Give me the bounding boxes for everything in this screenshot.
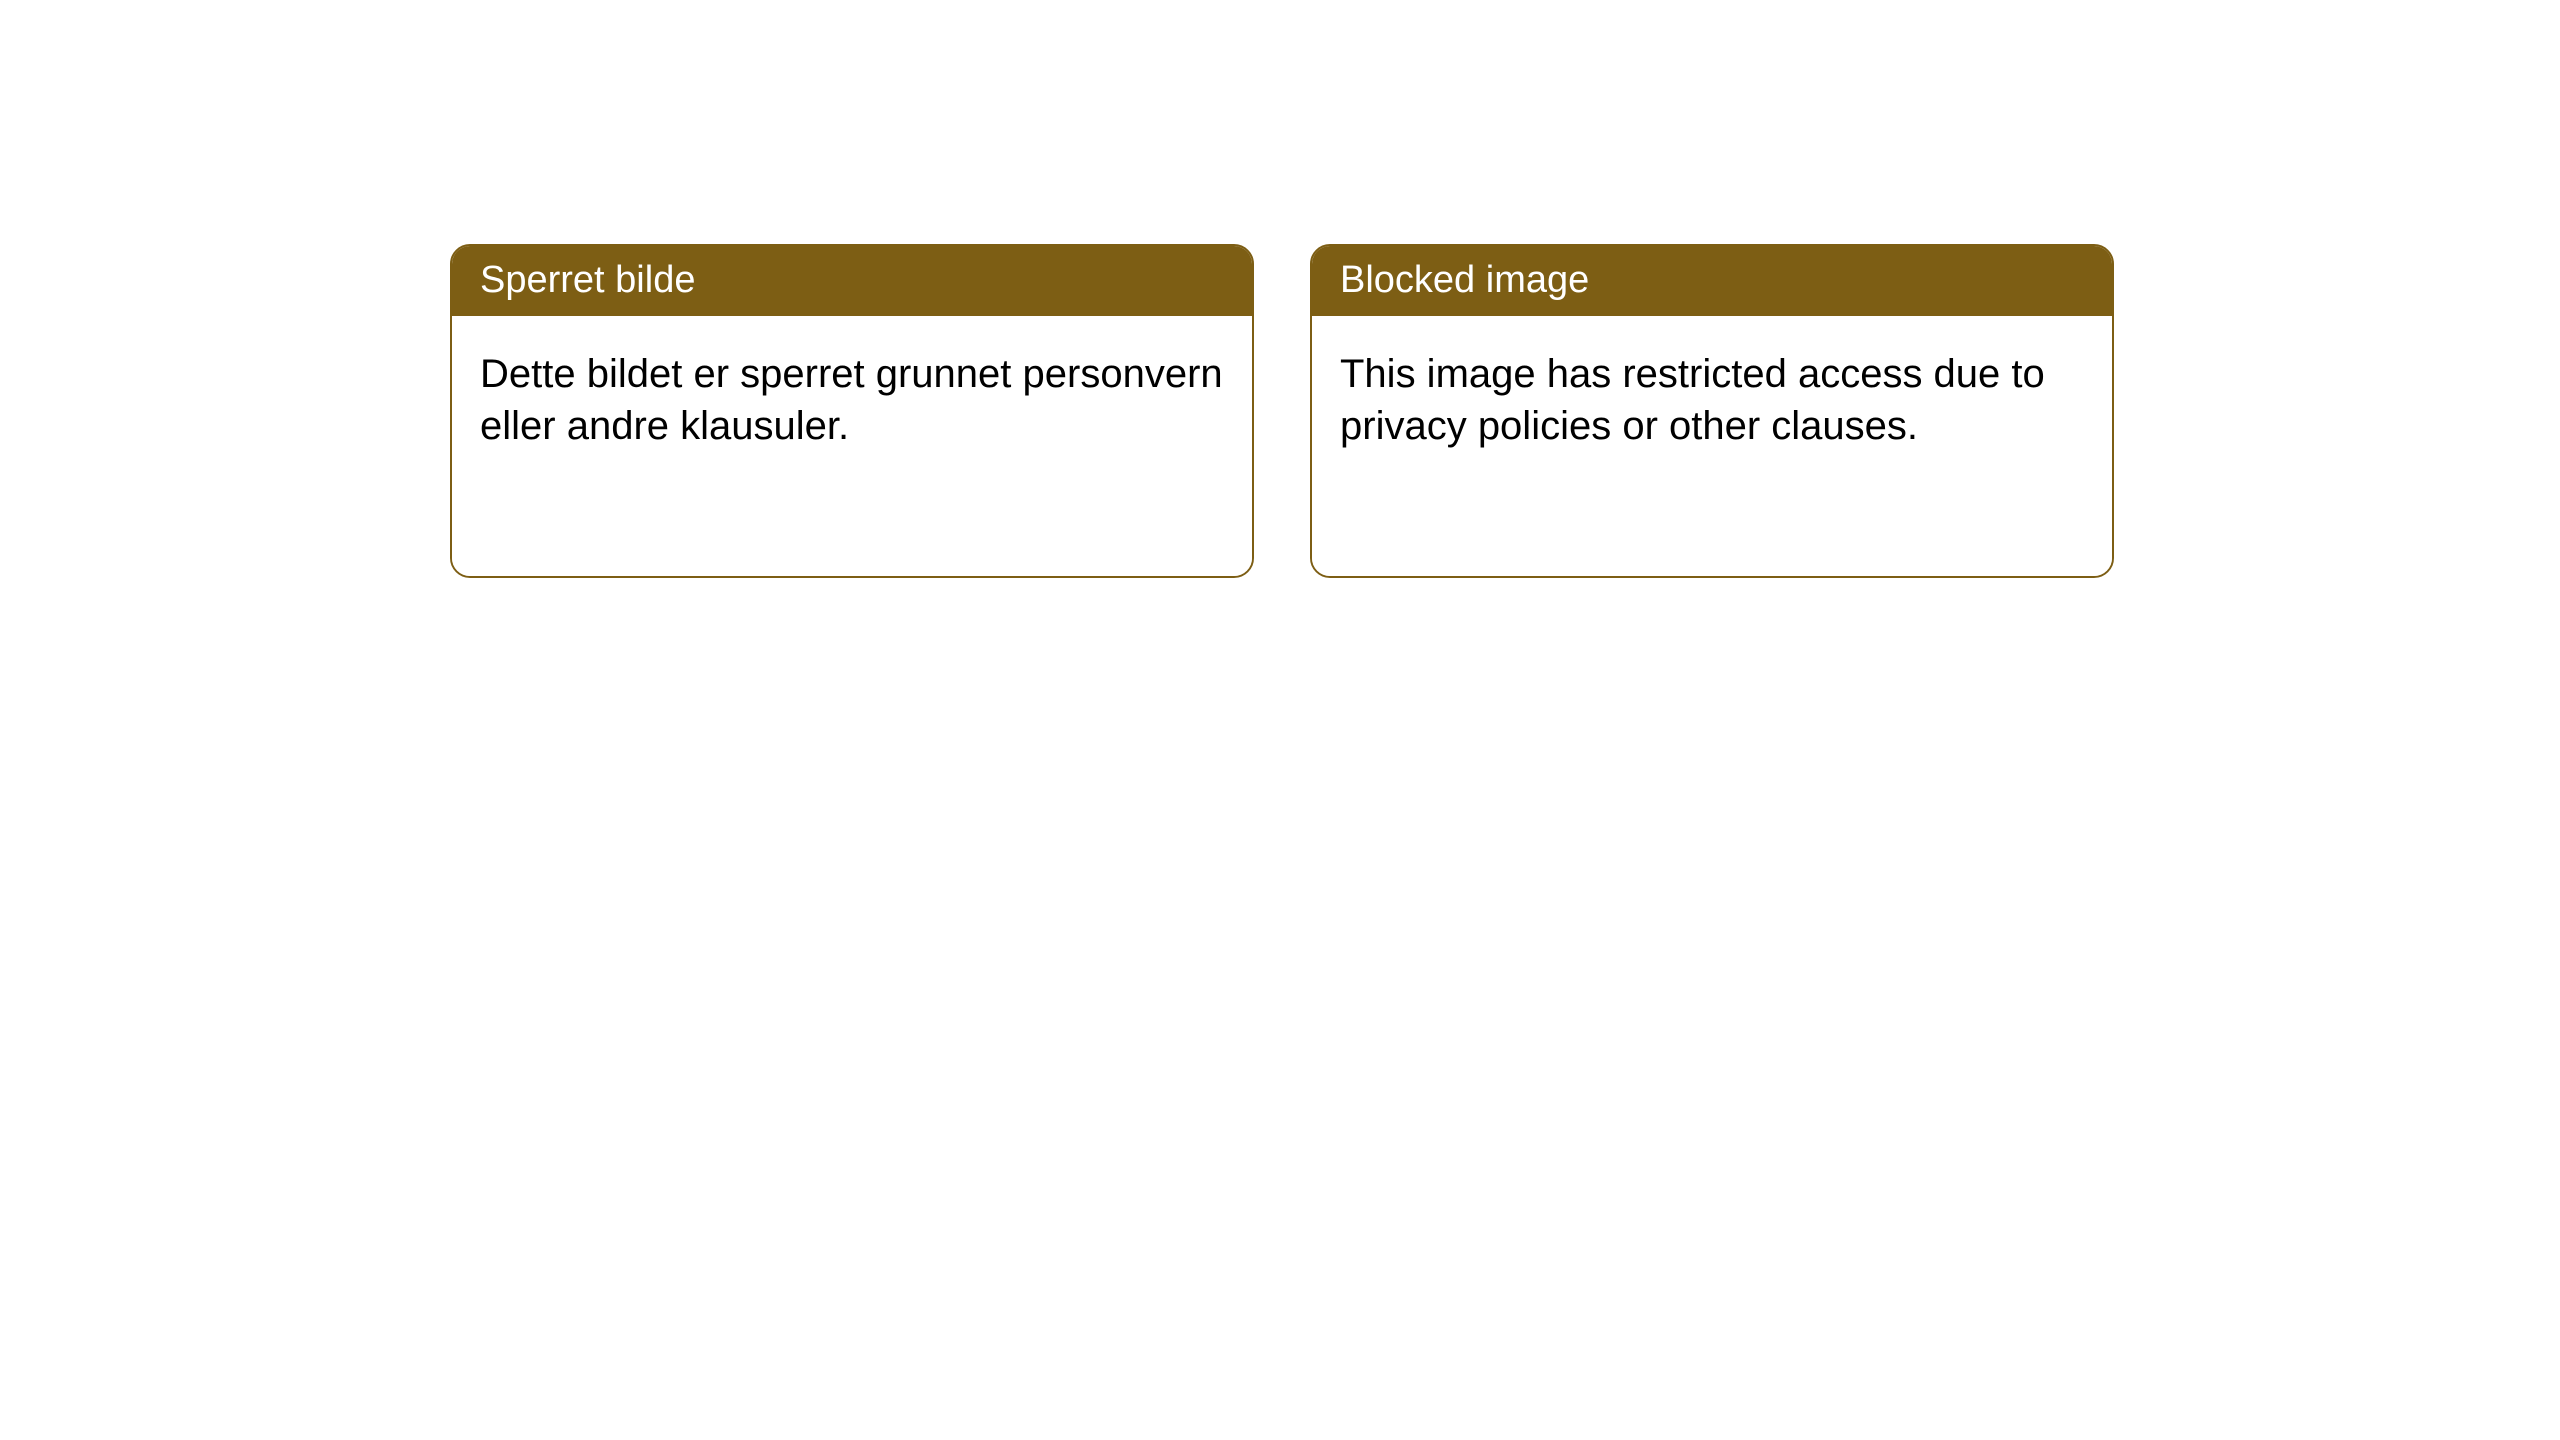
card-header: Blocked image [1312,246,2112,316]
notice-card-norwegian: Sperret bilde Dette bildet er sperret gr… [450,244,1254,578]
card-header: Sperret bilde [452,246,1252,316]
card-title: Blocked image [1340,259,1589,301]
notice-container: Sperret bilde Dette bildet er sperret gr… [450,244,2114,578]
card-body: Dette bildet er sperret grunnet personve… [452,316,1252,576]
card-title: Sperret bilde [480,259,695,301]
card-body-text: Dette bildet er sperret grunnet personve… [480,352,1223,448]
notice-card-english: Blocked image This image has restricted … [1310,244,2114,578]
card-body-text: This image has restricted access due to … [1340,352,2045,448]
card-body: This image has restricted access due to … [1312,316,2112,576]
